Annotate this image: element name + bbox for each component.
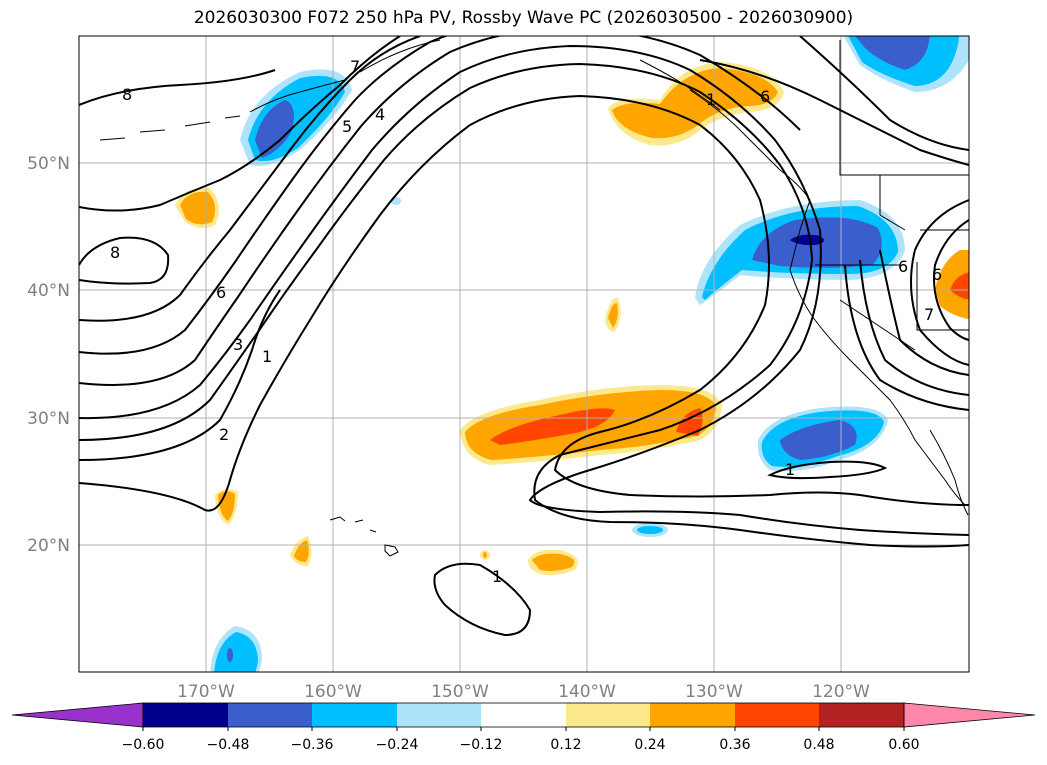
contour-label-6: 6 [216,283,226,302]
lat-label-30n: 30°N [27,409,70,429]
map-frame [78,35,970,673]
colorbar-tick-8: 0.48 [803,737,834,753]
contour-label-8b: 8 [110,243,120,262]
contour-label-6b: 6 [760,87,770,106]
colorbar-segment-5 [481,703,566,727]
colorbar-segment-2 [228,703,312,727]
contour-label-6c: 6 [898,257,908,276]
lat-label-20n: 20°N [27,536,70,556]
colorbar-extend-max [903,702,1036,728]
contour-label-6d: 6 [932,265,942,284]
contour-label-4: 4 [375,105,385,124]
negative-anomaly-pacific-nw [695,200,905,305]
colorbar-segment-7 [650,703,735,727]
plot-title: 2026030300 F072 250 hPa PV, Rossby Wave … [193,8,854,28]
pv-contours [79,36,969,637]
negative-anomaly-aleutian [240,69,352,166]
coastlines [99,39,969,557]
colorbar-segment-1 [143,703,228,727]
negative-anomaly-subtropical [757,406,888,472]
colorbar-tick-2: −0.36 [291,737,334,753]
contour-label-3: 3 [233,335,243,354]
lon-label-120w: 120°W [812,682,870,702]
colorbar-tick-9: 0.60 [888,737,919,753]
colorbar-segment-9 [819,703,904,727]
contour-label-5: 5 [342,117,352,136]
map-area: 8 8 7 6 5 4 3 2 1 1 1 1 6 6 7 6 [79,36,969,672]
colorbar-tick-6: 0.24 [634,737,665,753]
negative-anomaly-bottom-left [210,626,262,672]
colorbar-tick-1: −0.48 [207,737,250,753]
contour-label-1b: 1 [492,567,502,586]
colorbar-segment-6 [566,703,650,727]
colorbar-tick-5: 0.12 [550,737,581,753]
colorbar-segment-8 [735,703,819,727]
positive-anomaly-central-band [460,385,722,465]
contour-label-7b: 7 [924,305,934,324]
colorbar-tick-7: 0.36 [719,737,750,753]
positive-anomaly-alaska-coast [608,62,784,146]
graticule [79,36,969,672]
contour-label-1c: 1 [785,460,795,479]
lon-labels: 170°W 160°W 150°W 140°W 130°W 120°W [177,682,870,702]
contour-label-7: 7 [350,57,360,76]
lon-label-150w: 150°W [431,682,489,702]
contour-label-2: 2 [219,425,229,444]
lon-label-170w: 170°W [177,682,235,702]
colorbar-tick-0: −0.60 [122,737,165,753]
lat-label-40n: 40°N [27,281,70,301]
colorbar-tick-4: −0.12 [460,737,503,753]
contour-label-group: 8 8 7 6 5 4 3 2 1 1 1 1 6 6 7 6 [110,57,942,586]
colorbar-extend-min [11,702,144,728]
lon-label-140w: 140°W [558,682,616,702]
lat-labels: 50°N 40°N 30°N 20°N [27,154,70,556]
colorbar-segment-4 [397,703,481,727]
colorbar-tick-3: −0.24 [376,737,419,753]
contour-label-1a: 1 [262,347,272,366]
colorbar: −0.60 −0.48 −0.36 −0.24 −0.12 0.12 0.24 … [11,702,1036,753]
negative-anomaly-gulf-alaska [843,36,969,92]
colorbar-segment-3 [312,703,397,727]
contour-label-1d: 1 [706,90,716,109]
lon-label-160w: 160°W [304,682,362,702]
lon-label-130w: 130°W [685,682,743,702]
contour-label-8a: 8 [122,85,132,104]
lat-label-50n: 50°N [27,154,70,174]
